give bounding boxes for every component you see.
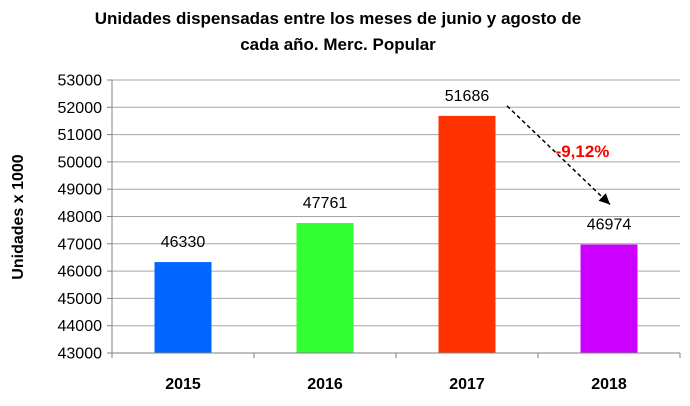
y-tick-label: 45000 [58, 291, 103, 308]
change-arrow-head [598, 193, 610, 205]
data-label-2015: 46330 [161, 234, 206, 251]
chart-title-line-1: Unidades dispensadas entre los meses de … [95, 9, 582, 28]
x-tick-label-2017: 2017 [449, 376, 485, 393]
y-tick-label: 53000 [58, 73, 103, 90]
data-labels: 46330 47761 51686 46974 [161, 88, 632, 251]
bar-2016 [296, 223, 354, 353]
y-tick-label: 50000 [58, 154, 103, 171]
x-axis-ticks: 2015 2016 2017 2018 [111, 353, 681, 393]
y-tick-label: 43000 [58, 346, 103, 363]
data-label-2017: 51686 [445, 88, 490, 105]
change-annotation: -9,12% [506, 105, 611, 206]
chart-title-line-2: cada año. Merc. Popular [240, 35, 436, 54]
y-tick-label: 47000 [58, 236, 103, 253]
x-tick-label-2015: 2015 [165, 376, 201, 393]
data-label-2018: 46974 [587, 217, 632, 234]
y-tick-label: 44000 [58, 318, 103, 335]
y-axis-title: Unidades x 1000 [10, 154, 27, 280]
x-tick-label-2016: 2016 [307, 376, 343, 393]
bar-2017 [438, 115, 496, 354]
y-tick-label: 51000 [58, 127, 103, 144]
y-tick-label: 49000 [58, 182, 103, 199]
bar-2018 [580, 244, 638, 353]
bars [154, 115, 638, 354]
data-label-2016: 47761 [303, 195, 348, 212]
bar-2015 [154, 262, 212, 353]
x-tick-label-2018: 2018 [591, 376, 627, 393]
change-percentage-label: -9,12% [556, 142, 610, 161]
y-tick-label: 52000 [58, 100, 103, 117]
change-arrow-line [506, 105, 611, 206]
y-tick-label: 48000 [58, 209, 103, 226]
y-axis-ticks: 43000 44000 45000 46000 47000 48000 49000 50000… [58, 73, 112, 363]
y-tick-label: 46000 [58, 264, 103, 281]
